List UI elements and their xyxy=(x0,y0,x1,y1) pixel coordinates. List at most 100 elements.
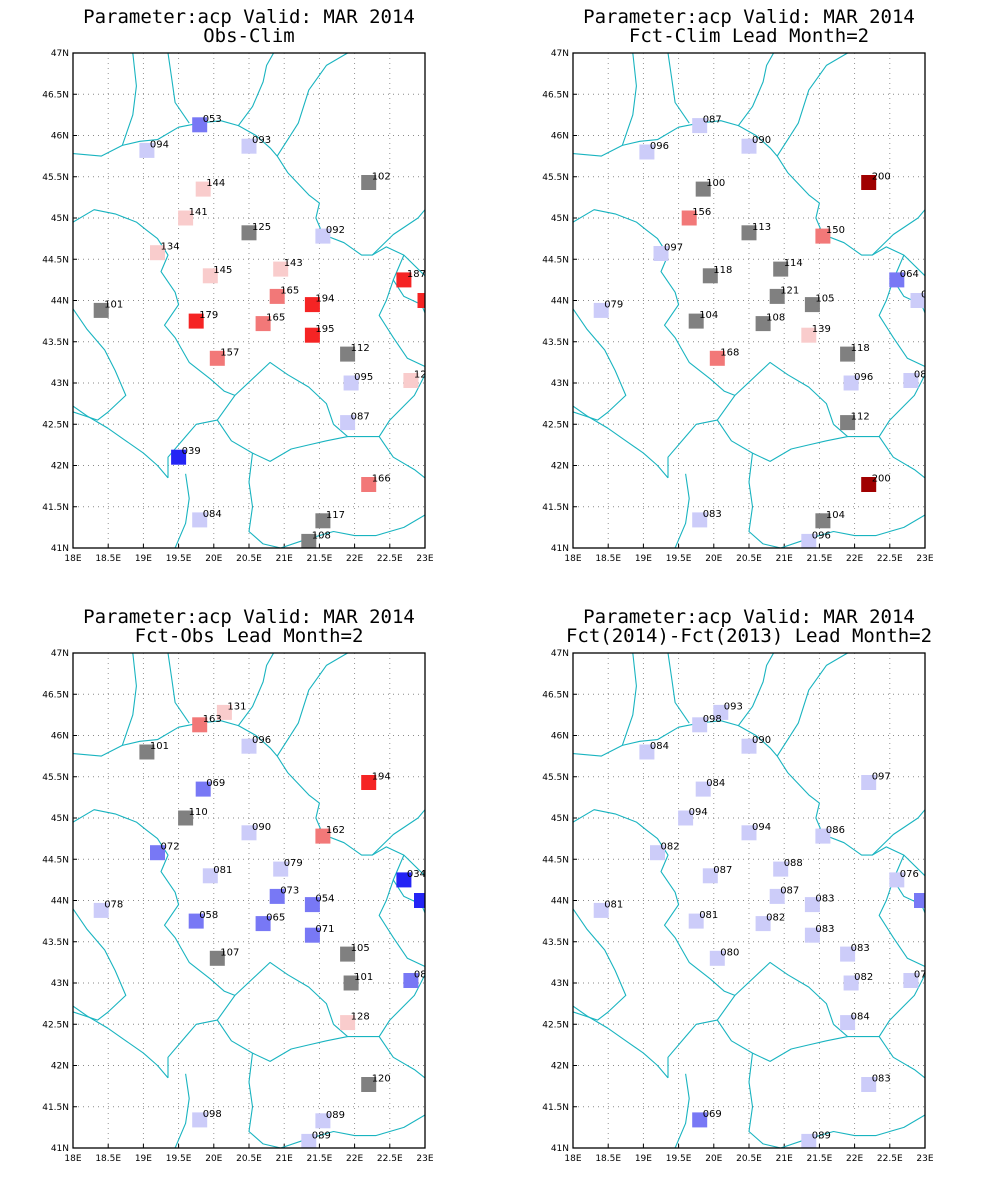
station-value-label: 101 xyxy=(104,299,123,310)
station-value-label: 082 xyxy=(661,842,680,853)
lat-tick-label: 41N xyxy=(551,544,569,554)
map-title: Parameter:acp Valid: MAR 2014 xyxy=(83,606,415,628)
lat-tick-label: 41N xyxy=(551,1144,569,1154)
station-value-label: 108 xyxy=(766,313,785,324)
lat-tick-label: 46N xyxy=(551,132,569,142)
lon-tick-label: 20E xyxy=(705,554,722,564)
station-marker xyxy=(692,512,708,528)
station-marker xyxy=(593,902,609,918)
station-value-label: 120 xyxy=(372,1074,391,1085)
border-line xyxy=(573,809,736,996)
station-marker xyxy=(681,210,697,226)
station-marker xyxy=(709,350,725,366)
station-value-label: 096 xyxy=(650,141,669,152)
lon-tick-label: 19.5E xyxy=(666,1154,692,1164)
lon-tick-label: 23E xyxy=(916,1154,933,1164)
border-line xyxy=(871,209,925,256)
lon-tick-label: 20E xyxy=(205,1154,222,1164)
station-value-label: 095 xyxy=(354,372,373,383)
station-marker xyxy=(171,449,187,465)
station-marker xyxy=(403,973,419,988)
station-marker xyxy=(178,810,194,826)
station-marker xyxy=(361,175,377,190)
station-marker xyxy=(255,916,271,932)
lon-tick-label: 23E xyxy=(416,554,433,564)
lat-tick-label: 43N xyxy=(551,979,569,989)
station-value-label: 094 xyxy=(150,139,169,150)
lat-tick-label: 44N xyxy=(51,297,69,307)
station-marker xyxy=(692,1112,708,1128)
border-line xyxy=(878,279,925,479)
map-subtitle: Fct-Obs Lead Month=2 xyxy=(135,625,364,647)
station-marker xyxy=(195,781,211,797)
border-line xyxy=(73,1005,169,1079)
station-value-label: 071 xyxy=(315,924,334,935)
lat-tick-label: 43.5N xyxy=(542,938,569,948)
station-value-label: 076 xyxy=(921,290,940,301)
station-marker xyxy=(593,302,609,318)
border-line xyxy=(573,405,669,479)
border-line xyxy=(737,653,775,726)
lat-tick-label: 42N xyxy=(51,462,69,472)
station-value-label: 108 xyxy=(312,530,331,541)
station-marker xyxy=(188,913,204,929)
border-line xyxy=(776,755,925,877)
station-value-label: 105 xyxy=(815,294,834,305)
lon-tick-label: 21E xyxy=(276,1154,293,1164)
border-line xyxy=(167,653,190,724)
station-marker xyxy=(255,316,271,332)
station-marker xyxy=(678,810,694,826)
station-marker xyxy=(695,181,711,197)
station-marker xyxy=(650,845,665,861)
station-marker xyxy=(150,245,165,261)
station-value-label: 087 xyxy=(703,115,722,126)
lat-tick-label: 44.5N xyxy=(542,255,569,265)
lat-tick-label: 41N xyxy=(51,1144,69,1154)
station-marker xyxy=(361,477,377,492)
station-value-label: 121 xyxy=(780,285,799,296)
station-value-label: 054 xyxy=(315,894,334,905)
station-value-label: 083 xyxy=(815,894,834,905)
station-value-label: 083 xyxy=(872,1074,891,1085)
border-line xyxy=(621,653,637,746)
station-marker xyxy=(414,893,425,908)
station-marker xyxy=(139,142,155,158)
border-line xyxy=(174,473,190,548)
border-line xyxy=(73,308,127,421)
border-line xyxy=(276,53,348,157)
station-value-label: 194 xyxy=(315,294,334,305)
border-line xyxy=(734,361,880,438)
lon-tick-label: 23E xyxy=(916,554,933,564)
border-line xyxy=(73,120,278,157)
station-marker xyxy=(192,117,208,133)
lon-tick-label: 18.5E xyxy=(95,554,121,564)
lon-tick-label: 21E xyxy=(276,554,293,564)
station-marker xyxy=(273,861,289,877)
station-value-label: 081 xyxy=(213,865,232,876)
lat-tick-label: 46N xyxy=(551,732,569,742)
station-marker xyxy=(843,375,859,391)
station-marker xyxy=(150,845,165,861)
station-marker xyxy=(804,297,820,313)
station-value-label: 096 xyxy=(812,530,831,541)
station-marker xyxy=(653,246,669,261)
station-marker xyxy=(755,916,771,932)
station-marker xyxy=(340,346,356,362)
station-marker xyxy=(315,513,331,529)
map-subtitle: Obs-Clim xyxy=(203,25,295,47)
border-line xyxy=(234,361,380,438)
border-line xyxy=(167,995,236,1078)
station-value-label: 073 xyxy=(280,885,299,896)
station-marker xyxy=(139,744,155,760)
station-value-label: 200 xyxy=(872,474,891,485)
border-line xyxy=(716,419,848,462)
station-value-label: 087 xyxy=(780,885,799,896)
lon-tick-label: 19E xyxy=(635,554,652,564)
station-marker xyxy=(315,228,331,244)
border-line xyxy=(776,53,848,157)
station-marker xyxy=(340,1015,356,1031)
station-value-label: 079 xyxy=(604,299,623,310)
lon-tick-label: 18.5E xyxy=(595,1154,621,1164)
station-layer: 087 096 090 100 200 156 113 150 097 118 114 064 121 1… xyxy=(593,115,940,548)
map-title: Parameter:acp Valid: MAR 2014 xyxy=(83,6,415,28)
